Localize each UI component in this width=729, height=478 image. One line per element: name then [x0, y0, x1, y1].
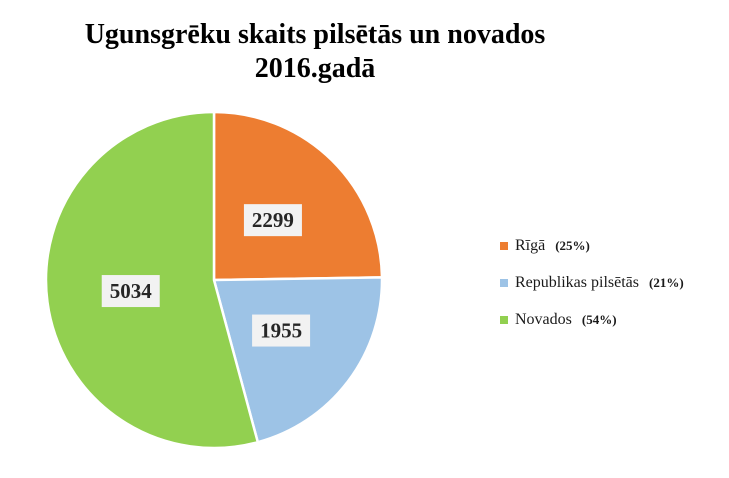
legend-swatch-riga: [500, 241, 508, 250]
legend-percent-riga: (25%): [555, 237, 590, 253]
legend-percent-novados: (54%): [581, 311, 617, 327]
legend-label-novados: Novados: [515, 310, 572, 328]
slice-label-box-riga: [243, 204, 302, 237]
slice-label-box-novados: [101, 275, 160, 308]
chart-title-line-1: Ugunsgrēku skaits pilsētās un novados: [84, 19, 546, 50]
legend-item-republikas-pilsetas: Republikas pilsētās (21%): [500, 273, 684, 292]
chart-title: Ugunsgrēku skaits pilsētās un novados 20…: [0, 18, 630, 86]
legend-swatch-novados: [500, 315, 508, 324]
legend-swatch-republikas-pilsetas: [500, 278, 508, 287]
slice-value-novados: 5034: [110, 279, 153, 303]
slice-value-republikas-pilsetas: 1955: [260, 319, 302, 343]
legend-label-republikas-pilsetas: Republikas pilsētās: [515, 273, 639, 291]
slice-label-box-republikas-pilsetas: [252, 314, 311, 347]
slice-label-republikas-pilsetas: 1955: [252, 314, 311, 347]
pie-slice-riga: [212, 110, 384, 282]
slice-label-novados: 5034: [101, 275, 160, 308]
slice-value-riga: 2299: [252, 208, 294, 232]
slice-label-riga: 2299: [243, 204, 302, 237]
legend-item-novados: Novados (54%): [500, 310, 684, 329]
legend-percent-republikas-pilsetas: (21%): [648, 274, 684, 290]
legend-item-riga: Rīgā (25%): [500, 236, 684, 255]
legend: Rīgā (25%) Republikas pilsētās (21%) Nov…: [500, 236, 684, 347]
chart-title-line-2: 2016.gadā: [254, 53, 376, 84]
legend-label-riga: Rīgā: [515, 236, 546, 254]
